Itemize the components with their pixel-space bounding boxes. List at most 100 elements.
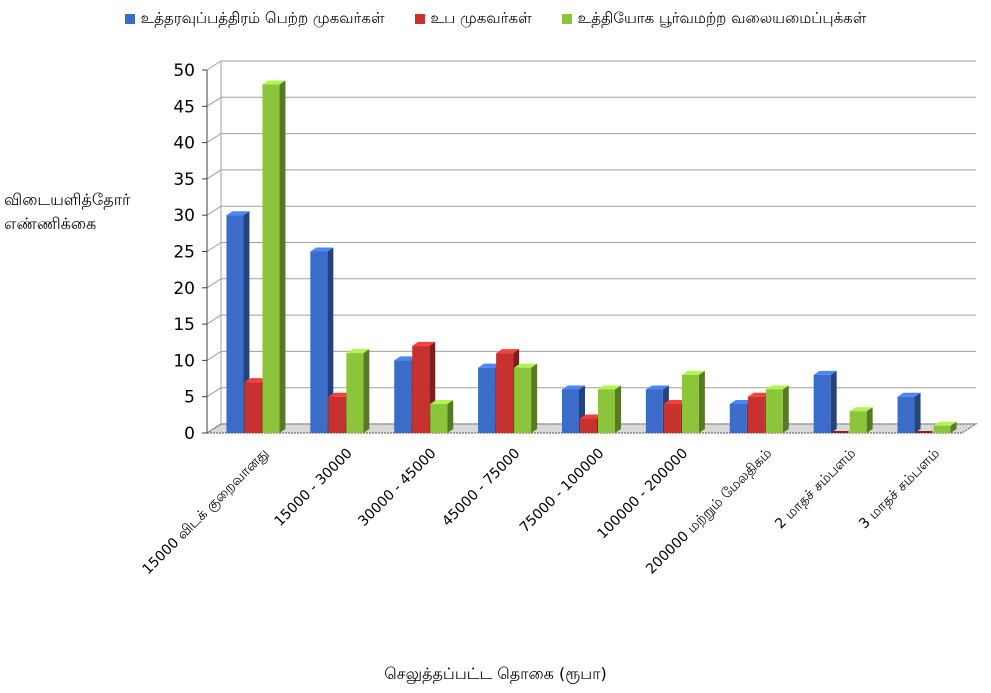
gridline-side — [206, 387, 222, 398]
legend-swatch-red — [414, 14, 425, 24]
bar-side — [279, 80, 286, 434]
bar — [663, 403, 681, 433]
bar-top — [496, 349, 520, 354]
bar-top — [430, 399, 454, 404]
bar-top — [681, 370, 705, 375]
bar-top — [310, 247, 334, 252]
bar-top — [813, 370, 837, 375]
bar-side — [363, 349, 370, 433]
gridline-side — [206, 350, 222, 361]
legend-label: உத்தரவுப்பத்திரம் பெற்ற முகவர்கள் — [140, 9, 385, 27]
bar — [849, 411, 867, 433]
bar — [346, 353, 364, 433]
bar-top — [262, 80, 286, 85]
y-tick-label: 5 — [184, 388, 195, 408]
bar — [681, 374, 699, 433]
gridline-side — [206, 60, 222, 71]
bar-side — [914, 392, 921, 433]
x-tick-label: 3 மாதச் சம்பளம் — [856, 446, 943, 533]
x-tick-label: 45000 - 75000 — [439, 446, 523, 530]
x-tick-label: 2 மாதச் சம்பளம் — [772, 446, 859, 533]
y-tick-label: 30 — [173, 206, 195, 226]
y-tick-label: 20 — [173, 279, 195, 299]
legend-swatch-green — [561, 14, 572, 24]
gridline-side — [206, 133, 222, 144]
legend-item-informal-networks: உத்தியோக பூர்வமற்ற வலையமைப்புக்கள் — [561, 6, 866, 32]
legend-item-sub-agents: உப முகவர்கள் — [414, 6, 532, 32]
bar — [328, 396, 346, 433]
bar-top — [328, 392, 352, 397]
bar — [310, 251, 328, 433]
bar — [478, 367, 496, 433]
bar-top — [729, 399, 753, 404]
bar — [394, 360, 412, 433]
gridline-side — [206, 278, 222, 289]
bar-side — [866, 407, 873, 433]
bar — [562, 389, 579, 433]
bar — [645, 389, 663, 433]
x-axis-title: செலுத்தப்பட்ட தொகை (ரூபா) — [384, 664, 607, 683]
bar — [412, 345, 430, 433]
bar-top — [645, 385, 669, 390]
y-axis-title: விடையளித்தோர் எண்ணிக்கை — [4, 188, 174, 236]
y-tick-label: 40 — [173, 134, 195, 154]
bar-top — [849, 407, 873, 412]
bar — [765, 389, 783, 433]
y-axis-title-line: எண்ணிக்கை — [4, 214, 97, 233]
bar — [933, 425, 951, 433]
y-axis-title-line: விடையளித்தோர் — [4, 190, 131, 209]
bar — [729, 403, 747, 433]
bar — [897, 396, 915, 433]
bar-side — [698, 370, 705, 433]
bar — [915, 431, 933, 433]
bar-top — [226, 211, 250, 216]
y-tick-label: 25 — [173, 243, 195, 263]
legend-item-licensed-agents: உத்தரவுப்பத்திரம் பெற்ற முகவர்கள் — [124, 6, 385, 32]
x-tick-label: 15000 விடக் குறைவானது — [140, 446, 273, 579]
y-tick-label: 15 — [173, 315, 195, 335]
bar — [430, 403, 448, 433]
bar-top — [394, 356, 418, 361]
y-tick-label: 35 — [173, 170, 195, 190]
x-tick-label: 15000 - 30000 — [271, 446, 355, 530]
y-tick-label: 45 — [173, 97, 195, 117]
bar-top — [747, 392, 771, 397]
bar — [831, 431, 849, 433]
bar — [226, 215, 244, 433]
bar — [514, 367, 532, 433]
bar-side — [243, 211, 250, 433]
x-tick-label: 30000 - 45000 — [355, 446, 439, 530]
chart-legend: உத்தரவுப்பத்திரம் பெற்ற முகவர்கள் உப முக… — [0, 6, 991, 32]
legend-swatch-blue — [124, 14, 135, 24]
bar-top — [514, 363, 538, 368]
gridline-side — [206, 314, 222, 325]
gridline-side — [206, 242, 222, 252]
legend-label: உப முகவர்கள் — [430, 9, 532, 27]
bar — [496, 353, 514, 433]
bar — [262, 84, 280, 434]
y-tick-label: 0 — [184, 424, 195, 444]
bar-side — [782, 385, 789, 433]
x-tick-label: 100000 - 200000 — [594, 446, 691, 543]
bar-side — [950, 421, 957, 433]
bar-top — [933, 421, 957, 426]
bar-top — [897, 392, 921, 397]
bar-top — [765, 385, 789, 390]
bar-top — [412, 341, 436, 346]
bar-top — [598, 385, 621, 390]
bar-side — [830, 370, 837, 433]
x-tick-label: 75000 - 100000 — [517, 446, 607, 536]
gridline-side — [206, 96, 222, 107]
y-tick-label: 50 — [173, 61, 195, 81]
bar — [244, 382, 262, 433]
bar-top — [478, 363, 502, 368]
bar-top — [346, 349, 370, 354]
bar — [813, 374, 831, 433]
gridline-side — [206, 169, 222, 180]
bar-side — [615, 385, 621, 433]
bar-side — [327, 247, 334, 433]
gridline-side — [206, 205, 222, 216]
bar-top — [562, 385, 585, 390]
bar-side — [531, 363, 538, 433]
